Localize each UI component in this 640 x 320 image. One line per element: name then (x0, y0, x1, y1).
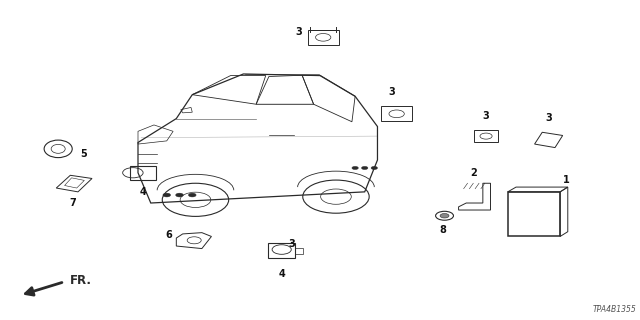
Text: 6: 6 (165, 230, 172, 240)
Text: 3: 3 (483, 111, 490, 122)
Circle shape (188, 193, 196, 197)
Text: 8: 8 (440, 225, 447, 235)
Circle shape (352, 166, 358, 170)
Text: 2: 2 (470, 168, 477, 178)
Text: 3: 3 (296, 27, 302, 37)
Text: 1: 1 (563, 175, 569, 186)
Circle shape (362, 166, 368, 170)
Text: 4: 4 (140, 187, 147, 197)
Text: 7: 7 (70, 197, 76, 208)
Text: 3: 3 (388, 87, 395, 97)
Circle shape (175, 193, 183, 197)
Text: TPA4B1355: TPA4B1355 (593, 305, 636, 314)
Bar (508, 192, 560, 236)
Bar (131, 165, 156, 180)
Text: FR.: FR. (70, 274, 92, 287)
Circle shape (371, 166, 378, 170)
Bar (268, 243, 295, 259)
Text: 3: 3 (288, 239, 294, 249)
Text: 5: 5 (80, 149, 86, 159)
Text: 3: 3 (545, 113, 552, 123)
Circle shape (440, 213, 449, 218)
Bar (295, 248, 303, 254)
Circle shape (163, 193, 171, 197)
Text: 4: 4 (278, 269, 285, 279)
